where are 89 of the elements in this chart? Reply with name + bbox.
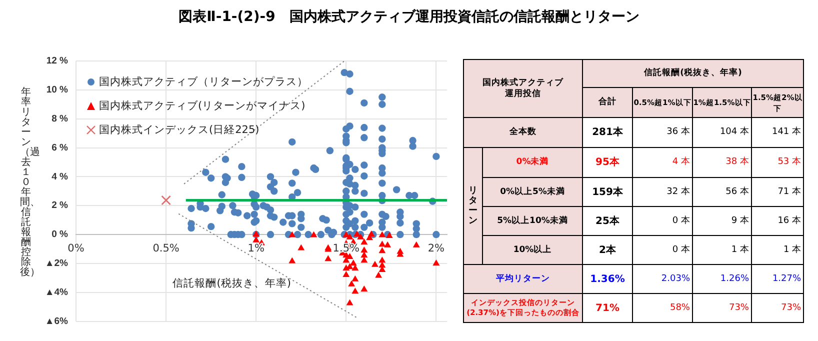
- text: 0%未満: [482, 148, 582, 178]
- text: 0 本: [632, 236, 692, 264]
- text: 信託報酬(税抜き、年率): [582, 60, 804, 88]
- legend-label: 国内株式インデックス(日経225): [99, 123, 260, 137]
- y-tick-label: 6 %: [52, 142, 69, 154]
- point: [348, 280, 356, 286]
- y-tick-label: ▲2%: [44, 258, 69, 270]
- y-tick-label: ▲4%: [44, 287, 69, 298]
- point: [324, 255, 332, 262]
- text: 58%: [632, 294, 692, 322]
- point: [384, 241, 392, 248]
- point: [360, 285, 368, 292]
- point: [360, 256, 368, 263]
- text: 国内株式アクティブ運用投信: [482, 78, 564, 100]
- text: 1.26%: [692, 264, 752, 294]
- text: 71 本: [752, 178, 804, 206]
- text: 合計: [582, 88, 632, 118]
- text: 36 本: [632, 118, 692, 148]
- point: [350, 259, 357, 266]
- text: 0%以上5%未満: [482, 178, 582, 206]
- text: 56 本: [692, 178, 752, 206]
- point: [342, 271, 350, 278]
- text: 38 本: [692, 148, 752, 178]
- text: リターン: [468, 186, 478, 226]
- text: 2本: [582, 236, 632, 264]
- point: [161, 195, 171, 206]
- point: [352, 275, 359, 282]
- point: [288, 231, 296, 238]
- y-tick-label: ▲6%: [44, 316, 69, 327]
- text: 5%以上10%未満: [482, 206, 582, 236]
- text: 73%: [692, 294, 752, 322]
- text: 16 本: [752, 206, 804, 236]
- text: 53 本: [752, 148, 804, 178]
- x-tick-label: 1%: [248, 242, 264, 254]
- text: 1.27%: [752, 264, 804, 294]
- y-tick-label: 10 %: [46, 84, 69, 96]
- y-tick-label: 8 %: [52, 113, 69, 124]
- point: [378, 240, 386, 247]
- legend-label: 国内株式アクティブ（リターンがプラス）: [99, 75, 308, 89]
- point: [346, 233, 354, 240]
- text: 1 本: [692, 236, 752, 264]
- text: 25本: [582, 206, 632, 236]
- text: 1.36%: [582, 264, 632, 294]
- x-tick-label: 0%: [68, 242, 84, 254]
- point: [378, 247, 386, 254]
- point: [360, 246, 368, 252]
- point: [412, 241, 420, 248]
- text: 73%: [752, 294, 804, 322]
- x-tick-label: 2%: [428, 242, 445, 254]
- chart-title: 図表Ⅱ-1-(2)-9 国内株式アクティブ運用投資信託の信託報酬とリターン: [178, 8, 640, 26]
- text: 平均リターン: [464, 264, 582, 294]
- legend-label: 国内株式アクティブ(リターンがマイナス): [99, 99, 306, 113]
- y-tick-label: 2 %: [52, 200, 69, 212]
- point: [371, 260, 378, 267]
- text: 95本: [582, 148, 632, 178]
- point: [352, 288, 359, 294]
- point: [346, 299, 354, 306]
- point: [298, 244, 305, 250]
- point: [352, 264, 359, 271]
- point: [432, 259, 440, 266]
- text: 281本: [582, 118, 632, 148]
- text: 0 本: [632, 206, 692, 236]
- point: [378, 231, 386, 238]
- point: [378, 256, 386, 263]
- text: 2.03%: [632, 264, 692, 294]
- x-axis-title: 信託報酬(税抜き、年率): [172, 276, 291, 290]
- point: [360, 238, 368, 244]
- text: 9 本: [692, 206, 752, 236]
- text: 1 本: [752, 236, 804, 264]
- x-tick-label: 0.5%: [152, 242, 180, 254]
- text: 71%: [582, 294, 632, 322]
- y-tick-label: 0 %: [52, 229, 69, 240]
- text: 159本: [582, 178, 632, 206]
- y-tick-label: 4 %: [52, 171, 69, 182]
- point: [360, 252, 368, 258]
- text: 32 本: [632, 178, 692, 206]
- point: [357, 233, 364, 240]
- point: [310, 231, 318, 238]
- y-tick-label: 12 %: [46, 56, 69, 67]
- text: 全本数: [464, 118, 582, 148]
- point: [375, 272, 382, 278]
- point: [342, 256, 350, 263]
- text: 4 本: [632, 148, 692, 178]
- text: 104 本: [692, 118, 752, 148]
- text: 10%以上: [482, 236, 582, 264]
- point: [252, 236, 260, 242]
- text: 年率リターン（過去１０年間、信託報酬控除後）: [20, 87, 40, 278]
- point: [288, 257, 296, 264]
- text: 141 本: [752, 118, 804, 148]
